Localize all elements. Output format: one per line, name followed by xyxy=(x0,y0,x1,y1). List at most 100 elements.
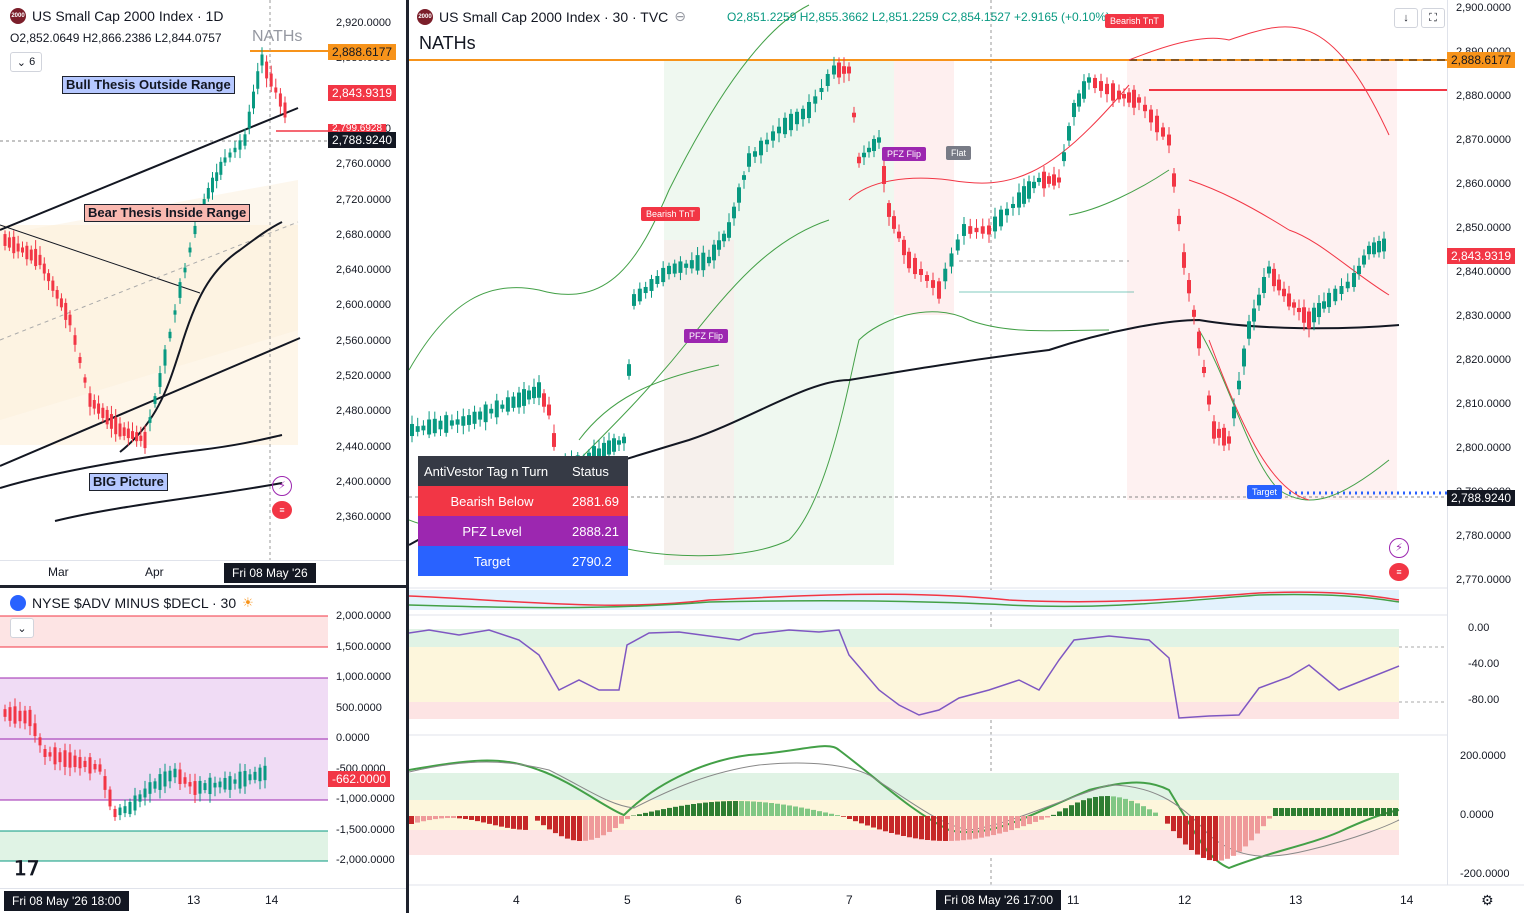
breadth-chart[interactable]: NYSE $ADV MINUS $DECL · 30 ☀ ⌄ 2,000.000… xyxy=(0,588,406,913)
histogram-bar xyxy=(517,816,522,830)
candle xyxy=(193,225,197,235)
candle xyxy=(432,418,437,434)
breadth-price-axis[interactable]: 2,000.0000 1,500.0000 1,000.0000 500.0000 0.… xyxy=(328,588,406,888)
candle xyxy=(607,440,611,455)
bearish-tnt-chip[interactable]: Bearish TnT xyxy=(1105,14,1164,28)
pfz-flip-chip[interactable]: PFZ Flip xyxy=(882,147,927,161)
histogram-bar xyxy=(511,816,516,829)
price-axis-label: 1,500.0000 xyxy=(336,640,392,653)
candle xyxy=(113,808,117,818)
histogram-bar xyxy=(1183,816,1188,845)
histogram-bar xyxy=(715,801,720,816)
candle xyxy=(783,117,787,135)
candle xyxy=(695,255,700,271)
left-price-axis[interactable]: 2,920.00002,880.00002,840.00002,800.0000… xyxy=(328,0,406,560)
candle xyxy=(500,404,505,409)
candle xyxy=(771,131,775,141)
pfz-flip-chip[interactable]: PFZ Flip xyxy=(684,329,729,343)
lightning-icon[interactable]: ⚡ xyxy=(1389,538,1409,558)
left-daily-chart[interactable]: 2000 US Small Cap 2000 Index · 1D O2,852… xyxy=(0,0,406,585)
candle xyxy=(64,302,68,320)
candle xyxy=(233,147,237,153)
candle xyxy=(158,774,162,790)
pane-divider-horizontal[interactable] xyxy=(0,585,406,588)
histogram-bar xyxy=(559,816,564,837)
histogram-bar xyxy=(475,816,480,822)
left-time-axis[interactable]: Mar Apr xyxy=(0,560,406,585)
left-chart-header[interactable]: 2000 US Small Cap 2000 Index · 1D xyxy=(10,8,223,24)
candle xyxy=(1182,252,1186,268)
histogram-bar xyxy=(1213,816,1218,861)
bearish-tnt-chip[interactable]: Bearish TnT xyxy=(641,207,700,221)
bearish-below-tag: 2,799.6928 xyxy=(328,124,387,133)
target-chip[interactable]: Target xyxy=(1247,485,1283,499)
main-time-axis[interactable]: 4 5 6 7 11 12 13 14 xyxy=(409,886,1447,913)
candle xyxy=(163,771,167,787)
candle xyxy=(1242,348,1246,367)
big-picture-annotation[interactable]: BIG Picture xyxy=(89,473,168,491)
candle xyxy=(410,423,414,437)
breadth-chart-header[interactable]: NYSE $ADV MINUS $DECL · 30 ☀ xyxy=(10,595,254,611)
us-flag-icon[interactable]: ≡ xyxy=(1389,563,1409,581)
visibility-icon[interactable]: ⊖ xyxy=(674,8,687,24)
candle xyxy=(747,153,751,167)
us-flag-icon[interactable]: ≡ xyxy=(272,501,292,519)
candle xyxy=(1367,245,1371,255)
candle xyxy=(211,177,214,193)
osc-axis-label: -80.00 xyxy=(1468,694,1500,706)
candle xyxy=(33,723,37,737)
candle xyxy=(931,280,935,288)
candle xyxy=(1132,89,1136,108)
candle xyxy=(98,764,102,772)
lightning-icon[interactable]: ⚡ xyxy=(272,476,292,496)
candle xyxy=(1292,302,1296,308)
histogram-bar xyxy=(637,814,642,816)
candle xyxy=(213,782,217,788)
histogram-bar xyxy=(847,816,852,819)
scroll-down-icon[interactable]: ↓ xyxy=(1394,8,1418,28)
breadth-chart-title[interactable]: NYSE $ADV MINUS $DECL · 30 xyxy=(32,595,237,611)
main-price-axis[interactable]: 2,900.00002,890.00002,880.00002,870.0000… xyxy=(1447,0,1524,885)
main-chart-title[interactable]: US Small Cap 2000 Index · 30 · TVC xyxy=(439,8,669,25)
indicators-toggle-button[interactable]: ⌄ 6 xyxy=(10,52,42,72)
price-axis-label: 2,640.0000 xyxy=(336,264,392,277)
candle xyxy=(1111,83,1115,101)
candle xyxy=(1267,266,1271,274)
settings-gear-icon[interactable]: ⚙ xyxy=(1481,892,1494,908)
flat-chip[interactable]: Flat xyxy=(946,146,972,160)
candle xyxy=(114,417,118,435)
candle xyxy=(247,111,251,129)
main-30m-chart[interactable]: 2000 US Small Cap 2000 Index · 30 · TVC … xyxy=(409,0,1524,913)
left-chart-title[interactable]: US Small Cap 2000 Index · 1D xyxy=(32,8,224,24)
main-chart-header[interactable]: 2000 US Small Cap 2000 Index · 30 · TVC … xyxy=(417,8,686,25)
histogram-bar xyxy=(1069,805,1074,816)
chevron-down-icon: ⌄ xyxy=(16,56,27,69)
candle xyxy=(877,137,881,143)
table-row-label: PFZ Level xyxy=(462,523,522,539)
osc-axis-label: 200.0000 xyxy=(1460,750,1506,762)
candle xyxy=(135,432,139,442)
indicators-toggle-button[interactable]: ⌄ xyxy=(10,618,34,638)
breadth-time-axis[interactable]: 13 14 xyxy=(0,888,406,913)
histogram-bar xyxy=(1255,816,1260,834)
candle xyxy=(701,252,706,271)
price-axis-label: 2,840.0000 xyxy=(1456,266,1512,278)
candle xyxy=(672,263,677,274)
histogram-bar xyxy=(859,816,864,824)
candle xyxy=(105,409,109,425)
histogram-bar xyxy=(1033,816,1038,822)
histogram-bar xyxy=(1285,808,1290,816)
candle xyxy=(421,425,426,431)
candle xyxy=(592,446,596,464)
candle xyxy=(148,782,152,794)
candle xyxy=(1262,276,1266,294)
pane-divider-vertical[interactable] xyxy=(406,0,409,913)
candle xyxy=(215,172,219,182)
candle xyxy=(1047,176,1051,184)
histogram-bar xyxy=(697,803,702,816)
bull-thesis-annotation[interactable]: Bull Thesis Outside Range xyxy=(62,76,235,94)
histogram-bar xyxy=(1177,816,1182,839)
bear-thesis-annotation[interactable]: Bear Thesis Inside Range xyxy=(84,204,251,222)
maximize-icon[interactable]: ⛶ xyxy=(1421,8,1445,28)
candle xyxy=(852,112,856,118)
